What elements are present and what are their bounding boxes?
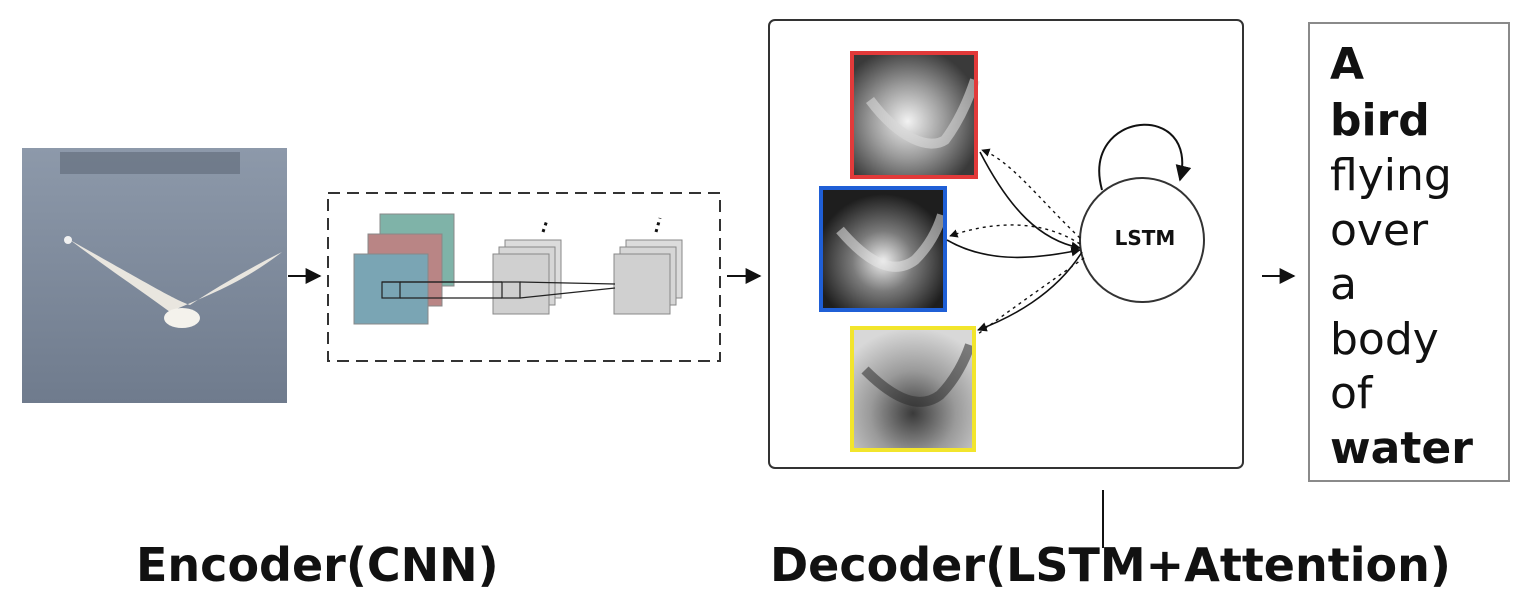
caption-word: of xyxy=(1330,368,1373,419)
caption-box xyxy=(1308,22,1510,482)
caption-word: flying xyxy=(1330,150,1452,201)
attention-map-yellow xyxy=(850,326,976,452)
cnn-feature-maps-2 xyxy=(613,217,683,315)
caption-word: A xyxy=(1330,39,1365,90)
caption-word: over xyxy=(1330,205,1429,256)
attention-connections xyxy=(946,148,1085,335)
lstm-label: LSTM xyxy=(1114,226,1176,250)
decoder-label: Decoder(LSTM+Attention) xyxy=(770,538,1451,592)
attention-map-blue xyxy=(819,186,947,312)
caption-word: water xyxy=(1330,423,1473,474)
lstm-self-loop xyxy=(1098,123,1192,191)
input-image-bird xyxy=(22,148,287,403)
cnn-projection-lines xyxy=(382,281,616,299)
lstm-node xyxy=(1079,177,1205,303)
caption-word: a xyxy=(1330,259,1357,310)
cnn-box xyxy=(327,192,721,362)
attention-map-red xyxy=(850,51,980,179)
encoder-label: Encoder(CNN) xyxy=(136,538,499,592)
caption-word: body xyxy=(1330,314,1439,365)
cnn-feature-maps-1 xyxy=(492,219,562,315)
caption-word: bird xyxy=(1330,95,1430,146)
cnn-input-layers xyxy=(353,213,455,325)
